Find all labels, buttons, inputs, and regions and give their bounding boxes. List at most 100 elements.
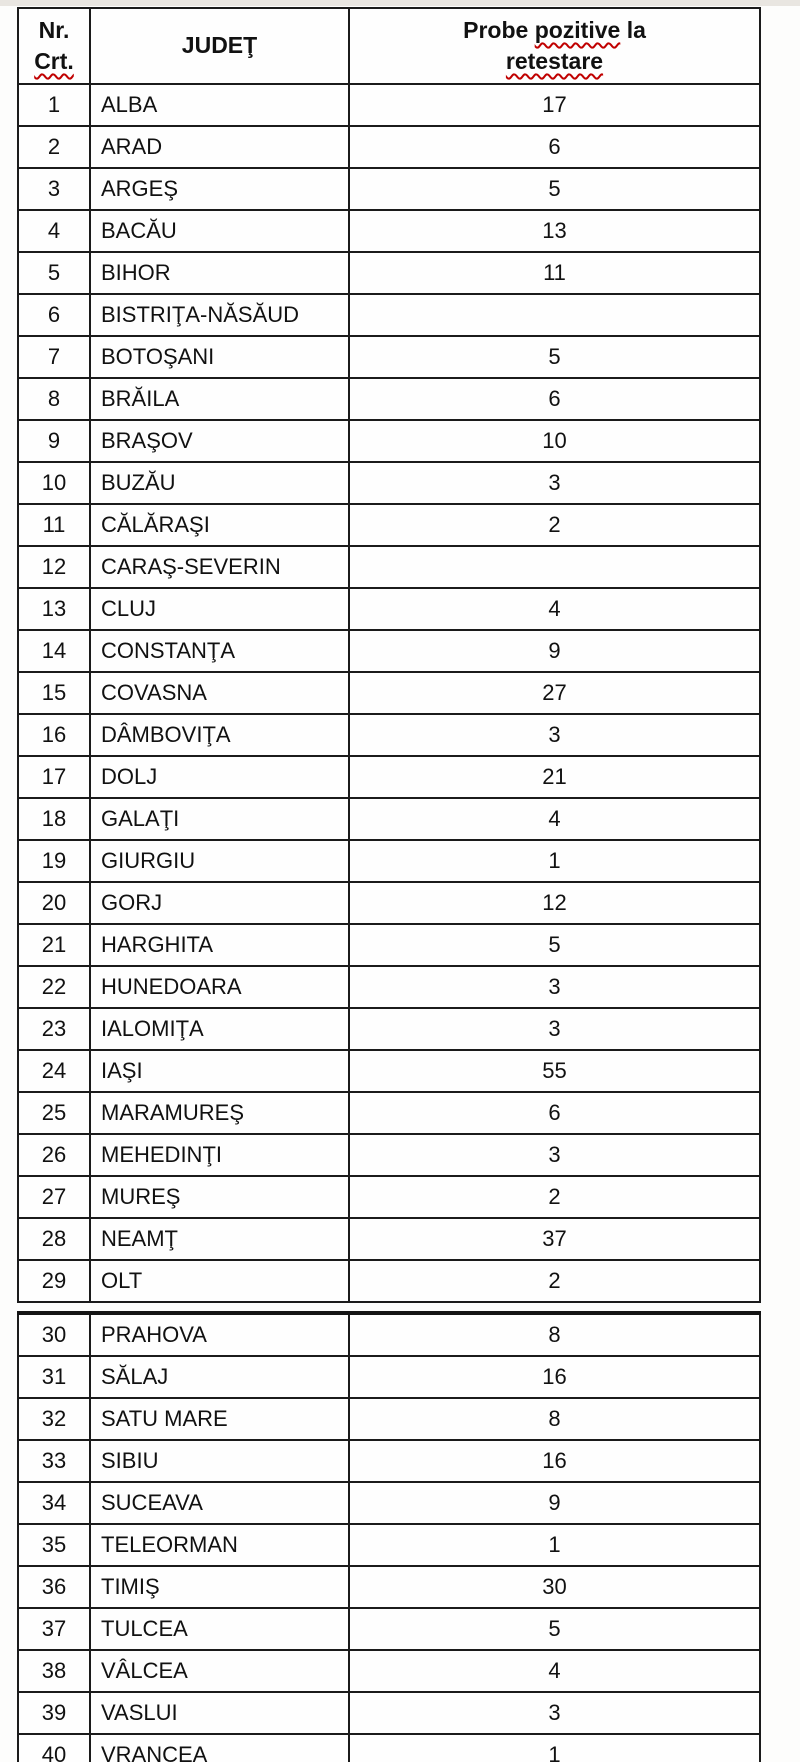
cell-positive-count: 9	[348, 1481, 761, 1525]
table-row: 28 NEAMŢ 37	[17, 1217, 761, 1261]
cell-positive-count: 12	[348, 881, 761, 925]
cell-positive-count	[348, 293, 761, 337]
table-row: 4 BACĂU 13	[17, 209, 761, 253]
header-nr-crt: Nr. Crt.	[17, 7, 91, 85]
cell-row-number: 6	[17, 293, 91, 337]
cell-positive-count: 3	[348, 1691, 761, 1735]
table-row: 2 ARAD 6	[17, 125, 761, 169]
cell-county-name: VASLUI	[89, 1691, 350, 1735]
table-row: 17 DOLJ 21	[17, 755, 761, 799]
table-header-row: Nr. Crt. JUDEŢ Probe pozitive la retestare	[17, 7, 761, 85]
cell-row-number: 11	[17, 503, 91, 547]
cell-county-name: ARAD	[89, 125, 350, 169]
cell-county-name: IAŞI	[89, 1049, 350, 1093]
cell-county-name: HUNEDOARA	[89, 965, 350, 1009]
cell-positive-count: 30	[348, 1565, 761, 1609]
misspelled-word-pozitive: pozitive	[534, 16, 621, 43]
cell-row-number: 28	[17, 1217, 91, 1261]
cell-positive-count: 27	[348, 671, 761, 715]
cell-county-name: GIURGIU	[89, 839, 350, 883]
table-row: 31 SĂLAJ 16	[17, 1355, 761, 1399]
cell-positive-count: 21	[348, 755, 761, 799]
table-row: 24 IAŞI 55	[17, 1049, 761, 1093]
cell-positive-count: 6	[348, 1091, 761, 1135]
table-row: 26 MEHEDINŢI 3	[17, 1133, 761, 1177]
table-row: 9 BRAŞOV 10	[17, 419, 761, 463]
cell-county-name: ARGEŞ	[89, 167, 350, 211]
cell-positive-count: 8	[348, 1397, 761, 1441]
table-row: 7 BOTOŞANI 5	[17, 335, 761, 379]
cell-positive-count: 6	[348, 125, 761, 169]
table-row: 39 VASLUI 3	[17, 1691, 761, 1735]
cell-positive-count: 6	[348, 377, 761, 421]
cell-positive-count: 13	[348, 209, 761, 253]
cell-row-number: 31	[17, 1355, 91, 1399]
table-row: 19 GIURGIU 1	[17, 839, 761, 883]
cell-county-name: BISTRIŢA-NĂSĂUD	[89, 293, 350, 337]
cell-county-name: HARGHITA	[89, 923, 350, 967]
table-row: 3 ARGEŞ 5	[17, 167, 761, 211]
cell-positive-count: 8	[348, 1312, 761, 1357]
cell-positive-count: 3	[348, 461, 761, 505]
cell-county-name: DOLJ	[89, 755, 350, 799]
table-row: 21 HARGHITA 5	[17, 923, 761, 967]
table-row: 30 PRAHOVA 8	[17, 1312, 761, 1357]
table-row: 5 BIHOR 11	[17, 251, 761, 295]
cell-county-name: SĂLAJ	[89, 1355, 350, 1399]
cell-row-number: 21	[17, 923, 91, 967]
cell-row-number: 25	[17, 1091, 91, 1135]
cell-row-number: 14	[17, 629, 91, 673]
cell-row-number: 9	[17, 419, 91, 463]
cell-county-name: MEHEDINŢI	[89, 1133, 350, 1177]
table-row: 8 BRĂILA 6	[17, 377, 761, 421]
table-row: 37 TULCEA 5	[17, 1607, 761, 1651]
cell-row-number: 39	[17, 1691, 91, 1735]
cell-county-name: CONSTANŢA	[89, 629, 350, 673]
table-row: 34 SUCEAVA 9	[17, 1481, 761, 1525]
table-row: 38 VÂLCEA 4	[17, 1649, 761, 1693]
table-row: 23 IALOMIŢA 3	[17, 1007, 761, 1051]
cell-positive-count: 1	[348, 1523, 761, 1567]
cell-county-name: DÂMBOVIŢA	[89, 713, 350, 757]
cell-positive-count	[348, 545, 761, 589]
cell-row-number: 10	[17, 461, 91, 505]
cell-row-number: 30	[17, 1312, 91, 1357]
cell-row-number: 23	[17, 1007, 91, 1051]
table-row: 40 VRANCEA 1	[17, 1733, 761, 1762]
county-table-section-1: Nr. Crt. JUDEŢ Probe pozitive la retestare…	[17, 7, 761, 1303]
cell-county-name: SATU MARE	[89, 1397, 350, 1441]
cell-positive-count: 3	[348, 965, 761, 1009]
cell-row-number: 7	[17, 335, 91, 379]
cell-positive-count: 4	[348, 587, 761, 631]
cell-county-name: ALBA	[89, 83, 350, 127]
table-row: 10 BUZĂU 3	[17, 461, 761, 505]
table-row: 1 ALBA 17	[17, 83, 761, 127]
cell-county-name: BOTOŞANI	[89, 335, 350, 379]
cell-row-number: 17	[17, 755, 91, 799]
cell-county-name: BRĂILA	[89, 377, 350, 421]
cell-county-name: CLUJ	[89, 587, 350, 631]
cell-county-name: CARAŞ-SEVERIN	[89, 545, 350, 589]
cell-positive-count: 5	[348, 167, 761, 211]
cell-county-name: PRAHOVA	[89, 1312, 350, 1357]
cell-row-number: 20	[17, 881, 91, 925]
table-row: 16 DÂMBOVIŢA 3	[17, 713, 761, 757]
cell-positive-count: 3	[348, 713, 761, 757]
cell-county-name: SUCEAVA	[89, 1481, 350, 1525]
cell-positive-count: 2	[348, 1175, 761, 1219]
cell-positive-count: 1	[348, 839, 761, 883]
cell-county-name: BUZĂU	[89, 461, 350, 505]
cell-county-name: MUREŞ	[89, 1175, 350, 1219]
table-row: 18 GALAŢI 4	[17, 797, 761, 841]
cell-county-name: BACĂU	[89, 209, 350, 253]
cell-county-name: GORJ	[89, 881, 350, 925]
cell-positive-count: 5	[348, 1607, 761, 1651]
page-top-margin-strip	[0, 0, 800, 6]
cell-row-number: 12	[17, 545, 91, 589]
cell-row-number: 29	[17, 1259, 91, 1303]
cell-positive-count: 37	[348, 1217, 761, 1261]
cell-county-name: MARAMUREŞ	[89, 1091, 350, 1135]
cell-row-number: 27	[17, 1175, 91, 1219]
header-judet: JUDEŢ	[89, 7, 350, 85]
